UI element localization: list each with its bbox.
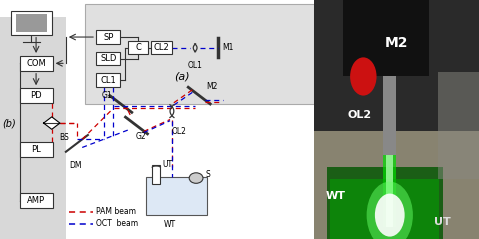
Bar xyxy=(96,74,121,87)
Bar xyxy=(20,142,53,157)
Bar xyxy=(343,0,429,76)
Text: M2: M2 xyxy=(206,81,217,91)
Bar xyxy=(151,41,172,54)
Text: DM: DM xyxy=(69,161,81,170)
Bar xyxy=(16,14,47,32)
Text: SLD: SLD xyxy=(100,54,116,63)
Text: S: S xyxy=(205,170,210,179)
Text: OL1: OL1 xyxy=(188,61,203,70)
Text: OCT  beam: OCT beam xyxy=(96,219,138,228)
Bar xyxy=(146,177,207,215)
Circle shape xyxy=(350,57,376,96)
Text: UT: UT xyxy=(434,217,451,227)
Bar xyxy=(96,31,121,44)
Circle shape xyxy=(366,182,413,239)
Bar xyxy=(96,52,121,65)
Text: PAM beam: PAM beam xyxy=(96,207,136,216)
Bar xyxy=(327,167,443,239)
Text: AMP: AMP xyxy=(27,196,45,205)
Text: PL: PL xyxy=(31,145,41,154)
Bar xyxy=(331,179,439,239)
Text: (a): (a) xyxy=(174,71,190,81)
Bar xyxy=(152,165,160,184)
Text: PD: PD xyxy=(30,91,42,100)
Text: CL1: CL1 xyxy=(101,76,116,85)
Circle shape xyxy=(189,173,203,183)
Text: G1: G1 xyxy=(102,91,112,100)
Bar xyxy=(128,41,148,54)
Bar xyxy=(438,72,479,179)
Polygon shape xyxy=(44,117,60,129)
Text: CL2: CL2 xyxy=(154,43,170,52)
Text: M2: M2 xyxy=(385,36,408,50)
Text: OL2: OL2 xyxy=(348,110,372,120)
Text: M1: M1 xyxy=(222,43,233,52)
Bar xyxy=(20,88,53,103)
Text: BS: BS xyxy=(59,133,69,142)
Bar xyxy=(383,76,396,155)
Bar xyxy=(11,11,52,35)
Bar xyxy=(20,56,53,71)
Text: UT: UT xyxy=(162,160,172,169)
Text: SP: SP xyxy=(103,33,114,42)
Text: C: C xyxy=(135,43,141,52)
Bar xyxy=(387,155,393,167)
Bar xyxy=(20,193,53,208)
Text: COM: COM xyxy=(26,59,46,68)
Circle shape xyxy=(375,194,405,237)
Bar xyxy=(0,17,66,239)
Text: (b): (b) xyxy=(2,118,16,128)
Text: WT: WT xyxy=(164,220,176,229)
Bar xyxy=(314,131,479,239)
Text: G2: G2 xyxy=(136,132,147,141)
Bar xyxy=(383,155,396,227)
Text: OL2: OL2 xyxy=(171,127,186,136)
Bar xyxy=(85,4,314,104)
Text: WT: WT xyxy=(325,191,345,201)
Bar xyxy=(387,155,393,227)
